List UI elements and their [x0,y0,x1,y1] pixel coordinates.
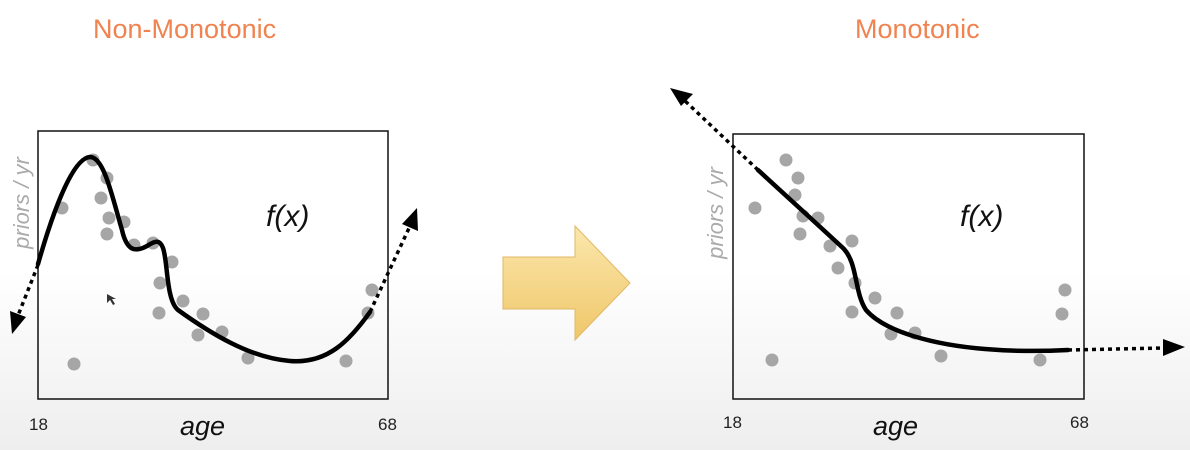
right-extrapolation-arrow-right [1067,346,1166,352]
right-x-max-tick: 68 [1070,413,1089,432]
right-panel-title: Monotonic [855,14,980,44]
data-point [845,234,859,248]
left-x-axis-label: age [180,411,226,441]
data-point [791,171,805,185]
data-point [845,305,859,319]
data-point [1033,353,1047,367]
data-point [934,349,948,363]
arrowhead-icon [1163,339,1185,356]
left-plot-frame [37,130,389,400]
left-fitted-curve [35,154,373,364]
arrowhead-icon [10,311,26,334]
right-plot-frame [732,133,1085,400]
left-x-min-tick: 18 [29,415,48,434]
left-y-axis-label: priors / yr [9,157,34,249]
right-x-min-tick: 18 [723,413,742,432]
left-extrapolation-arrow-right [368,225,412,313]
data-point [831,261,845,275]
right-panel [670,88,1185,400]
data-point [191,328,205,342]
left-panel-title: Non-Monotonic [93,14,277,44]
data-point [823,239,837,253]
data-point [793,227,807,241]
arrowhead-icon [402,208,418,231]
left-x-max-tick: 68 [378,415,397,434]
left-extrapolation-arrow-left [15,264,40,319]
data-point [100,227,114,241]
data-point [1058,283,1072,297]
data-point [196,307,210,321]
data-point [765,353,779,367]
transition-arrow-icon [502,224,631,342]
data-point [102,211,116,225]
data-point [868,291,882,305]
data-point [779,153,793,167]
left-panel [10,130,418,400]
data-point [153,276,167,290]
data-point [339,354,353,368]
right-y-axis-label: priors / yr [703,167,728,259]
right-x-axis-label: age [873,411,919,441]
data-point [152,306,166,320]
right-extrapolation-arrow-left [682,98,760,172]
right-fitted-curve [755,167,1071,354]
cursor-icon [107,294,116,305]
data-point [748,201,762,215]
data-point [94,191,108,205]
data-point [176,294,190,308]
data-point [890,306,904,320]
right-function-label: f(x) [960,200,1004,233]
data-point [241,351,255,365]
data-point [1055,307,1069,321]
data-point [67,357,81,371]
left-function-label: f(x) [266,200,310,233]
arrowhead-icon [670,88,693,106]
data-point [165,255,179,269]
data-point [365,283,379,297]
